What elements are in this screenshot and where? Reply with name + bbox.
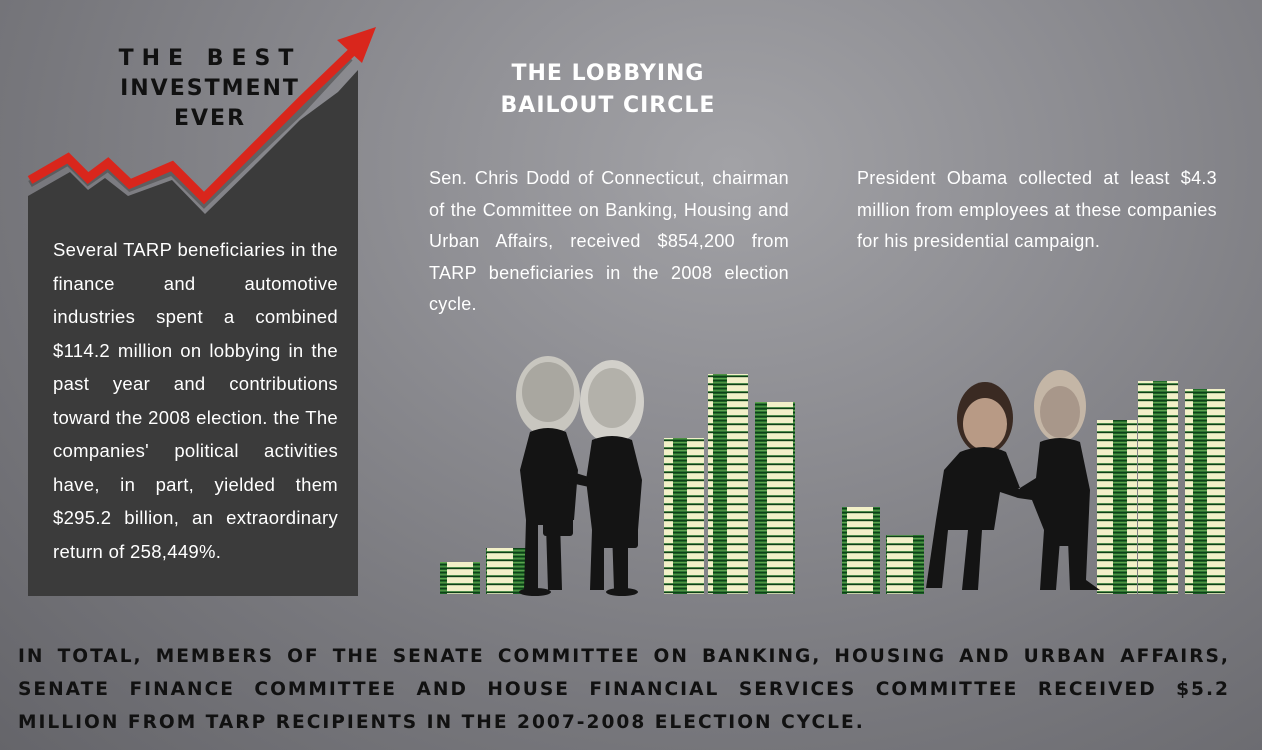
title-line: EVER: [173, 106, 247, 131]
title-line: BAILOUT CIRCLE: [500, 93, 716, 118]
trend-arrowhead-icon: [337, 27, 376, 63]
handshake-silhouette-icon: [926, 370, 1100, 590]
total-summary-text: IN TOTAL, MEMBERS OF THE SENATE COMMITTE…: [18, 646, 1230, 733]
chart-panel: [28, 70, 358, 596]
money-stack-icon: [842, 381, 1225, 594]
best-investment-title: THE BEST INVESTMENT EVER: [60, 44, 360, 134]
tarp-lobbying-paragraph: Several TARP beneficiaries in the financ…: [53, 239, 338, 562]
title-line: THE LOBBYING: [511, 61, 705, 86]
money-stack-icon: [440, 374, 795, 594]
title-line: INVESTMENT: [120, 76, 300, 101]
trend-arrow-icon: [27, 48, 356, 205]
title-line: THE BEST: [118, 46, 302, 71]
obama-paragraph: President Obama collected at least $4.3 …: [857, 168, 1217, 252]
handshake-silhouette-icon: [516, 356, 644, 596]
lobbying-circle-title: THE LOBBYING BAILOUT CIRCLE: [468, 58, 748, 122]
dodd-paragraph: Sen. Chris Dodd of Connecticut, chairman…: [429, 168, 789, 315]
